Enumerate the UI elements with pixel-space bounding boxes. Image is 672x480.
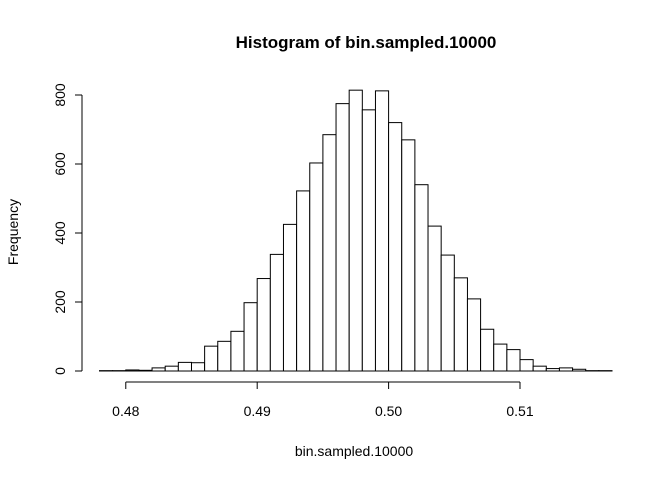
x-tick-label: 0.50	[375, 403, 402, 419]
histogram-bar	[361, 109, 376, 372]
histogram-bar	[125, 369, 140, 372]
histogram-bar	[164, 365, 179, 372]
histogram-bar	[466, 298, 482, 372]
histogram-bar	[401, 139, 416, 372]
histogram-bar	[151, 367, 166, 372]
x-axis-label: bin.sampled.10000	[295, 443, 414, 459]
y-axis-label: Frequency	[5, 199, 21, 265]
y-tick-label: 800	[52, 83, 68, 107]
histogram-bar	[558, 367, 574, 372]
histogram-bar	[374, 90, 390, 372]
histogram-bar	[256, 278, 271, 372]
histogram-bar	[204, 345, 219, 372]
histogram-bar	[177, 361, 192, 372]
x-tick-label: 0.51	[506, 403, 533, 419]
y-tick-label: 0	[52, 367, 68, 375]
x-axis: 0.48 0.49 0.50 0.51	[112, 381, 534, 419]
histogram-bar	[414, 184, 429, 372]
histogram-bar	[532, 365, 547, 372]
histogram-bar	[427, 225, 442, 372]
histogram-bar	[190, 362, 206, 372]
histogram-bar	[348, 89, 363, 372]
histogram-bars	[99, 89, 613, 372]
y-tick-label: 600	[52, 152, 68, 176]
histogram-bar	[335, 103, 350, 372]
histogram-bar	[519, 359, 534, 372]
histogram-bar	[572, 368, 587, 372]
histogram-bar	[282, 223, 298, 372]
x-tick-label: 0.48	[112, 403, 139, 419]
histogram-bar	[493, 343, 508, 372]
histogram-bar	[453, 277, 468, 372]
histogram-bar	[506, 349, 521, 372]
histogram-bar	[243, 302, 258, 372]
histogram-bar	[545, 368, 560, 372]
histogram-bar	[138, 369, 153, 372]
histogram-bar	[269, 253, 284, 372]
histogram-bar	[230, 330, 245, 372]
histogram-bar	[217, 340, 232, 372]
x-tick-label: 0.49	[244, 403, 271, 419]
histogram-bar	[309, 162, 324, 372]
histogram-bar	[296, 190, 311, 372]
chart-title: Histogram of bin.sampled.10000	[236, 33, 497, 52]
histogram-bar	[388, 122, 403, 372]
histogram-bar	[440, 254, 455, 372]
y-tick-label: 200	[52, 290, 68, 314]
y-axis: 0 200 400 600 800	[52, 83, 83, 375]
y-tick-label: 400	[52, 221, 68, 245]
histogram-bar	[322, 134, 337, 372]
histogram-bar	[480, 328, 495, 372]
